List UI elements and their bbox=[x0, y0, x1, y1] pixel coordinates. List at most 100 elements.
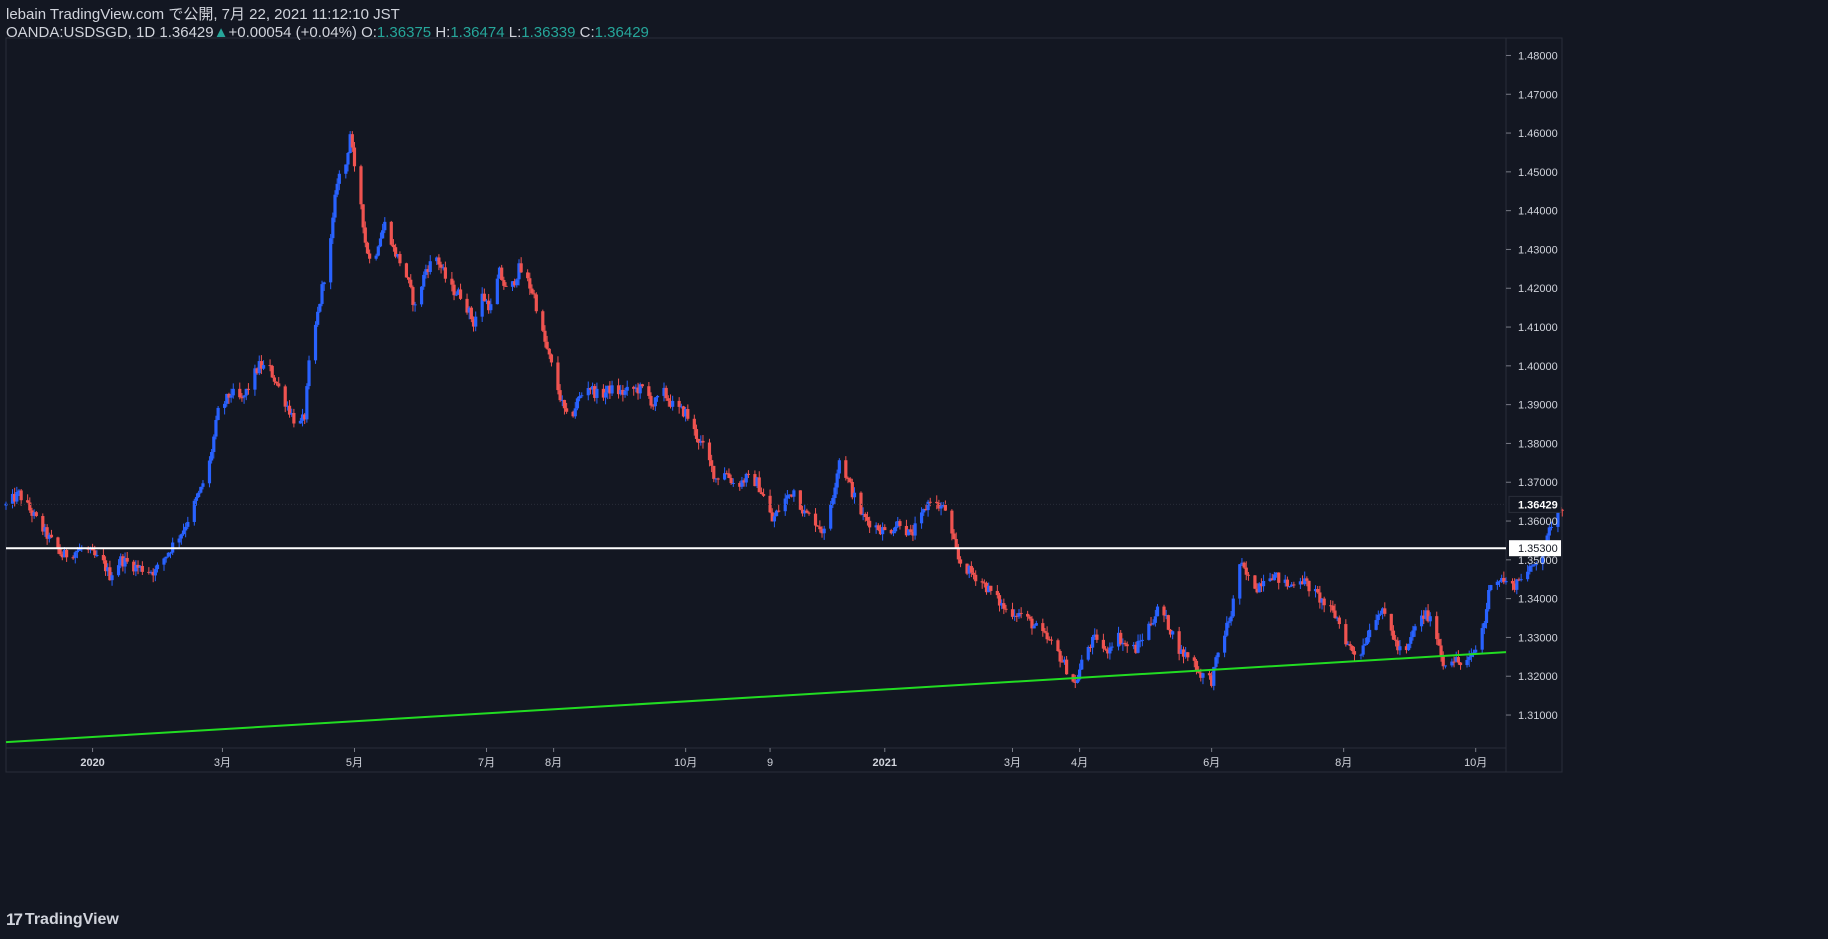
candle-body bbox=[41, 516, 45, 532]
candle-body bbox=[1441, 656, 1445, 667]
candle-body bbox=[454, 294, 458, 296]
candle-body bbox=[1002, 603, 1006, 609]
tradingview-branding[interactable]: 17 TradingView bbox=[6, 910, 119, 930]
symbol[interactable]: OANDA:USDSGD, 1D bbox=[6, 24, 156, 41]
candle-body bbox=[731, 483, 735, 485]
candle-body bbox=[229, 395, 233, 398]
candle-body bbox=[277, 383, 281, 387]
candle-body bbox=[664, 387, 668, 399]
time-axis[interactable]: 2020 3月 5月 7月 8月 10月 9 2021 3月 4月 6月 8月 10月 bbox=[80, 748, 1487, 769]
candle-body bbox=[1290, 584, 1294, 587]
candle-body bbox=[590, 386, 595, 390]
x-tick-label: 2020 bbox=[80, 757, 104, 769]
y-tick-label: 1.44000 bbox=[1518, 206, 1558, 218]
candle-body bbox=[504, 285, 508, 287]
candle-body bbox=[153, 569, 157, 576]
candle-body bbox=[1101, 639, 1106, 649]
candle-body bbox=[727, 473, 731, 478]
candle-body bbox=[1361, 645, 1365, 655]
y-tick-label: 1.42000 bbox=[1518, 283, 1558, 295]
candle-body bbox=[1108, 647, 1112, 654]
candle-body bbox=[1313, 588, 1318, 592]
candle-body bbox=[409, 279, 413, 288]
candle-body bbox=[1047, 639, 1051, 641]
y-tick-label: 1.32000 bbox=[1518, 671, 1558, 683]
candle-body bbox=[60, 554, 64, 558]
y-tick-label: 1.47000 bbox=[1518, 89, 1558, 101]
candle-body bbox=[608, 385, 612, 394]
candle-body bbox=[361, 204, 365, 228]
candle-body bbox=[1359, 654, 1363, 656]
candle-body bbox=[725, 473, 729, 475]
candle-body bbox=[1352, 651, 1357, 655]
candle-body bbox=[1026, 613, 1030, 617]
candle-body bbox=[300, 414, 305, 421]
candle-body bbox=[352, 147, 357, 167]
candle-body bbox=[787, 494, 792, 496]
candle-body bbox=[556, 362, 560, 391]
candle-body bbox=[1487, 590, 1491, 610]
candle-body bbox=[1238, 564, 1242, 599]
candle-body bbox=[1480, 628, 1484, 650]
candle-body bbox=[298, 420, 302, 424]
candle-body bbox=[240, 397, 244, 399]
low-label: L: bbox=[508, 24, 522, 41]
x-tick-label: 2021 bbox=[873, 757, 897, 769]
candle-body bbox=[1398, 646, 1402, 651]
candle-body bbox=[1454, 657, 1458, 662]
candle-body bbox=[1194, 660, 1199, 671]
y-tick-label: 1.48000 bbox=[1518, 50, 1558, 62]
candle-body bbox=[201, 483, 205, 487]
candle-body bbox=[335, 183, 339, 195]
candle-body bbox=[1394, 639, 1398, 641]
candle-body bbox=[424, 269, 428, 275]
candle-body bbox=[774, 510, 779, 517]
candle-body bbox=[333, 194, 337, 218]
candle-body bbox=[456, 289, 460, 295]
candle-body bbox=[1073, 681, 1077, 683]
candle-body bbox=[699, 440, 703, 443]
candle-body bbox=[807, 512, 811, 514]
chart-header: lebain TradingView.com で公開, 7月 22, 2021 … bbox=[6, 6, 649, 42]
candle-body bbox=[155, 564, 160, 570]
candle-body bbox=[1344, 624, 1348, 645]
candle-body bbox=[1458, 662, 1463, 666]
candle-body bbox=[365, 242, 370, 254]
candle-body bbox=[714, 478, 718, 480]
candle-body bbox=[1303, 578, 1307, 585]
y-tick-label: 1.40000 bbox=[1518, 361, 1558, 373]
candle-body bbox=[922, 508, 926, 513]
candle-body bbox=[391, 244, 396, 248]
candle-body bbox=[474, 316, 478, 327]
candle-body bbox=[45, 527, 49, 539]
candle-body bbox=[980, 581, 984, 583]
candle-body bbox=[1465, 659, 1469, 666]
candle-body bbox=[1443, 665, 1447, 667]
price-axis[interactable]: 1.48000 1.47000 1.46000 1.45000 1.44000 1.430… bbox=[1506, 50, 1558, 722]
candle-body bbox=[1389, 613, 1393, 631]
candle-body bbox=[1456, 657, 1460, 663]
candle-body bbox=[1095, 634, 1099, 640]
candle-body bbox=[467, 307, 471, 313]
candle-body bbox=[359, 166, 363, 205]
candle-body bbox=[820, 529, 824, 534]
candle-body bbox=[1121, 642, 1125, 645]
candle-body bbox=[1110, 646, 1114, 648]
candle-body bbox=[119, 556, 123, 566]
candle-body bbox=[207, 460, 212, 484]
candle-body bbox=[75, 550, 80, 553]
candle-body bbox=[270, 365, 274, 378]
candle-body bbox=[1437, 639, 1441, 646]
candle-body bbox=[1318, 592, 1322, 603]
candle-body bbox=[1547, 527, 1551, 536]
candle-body bbox=[746, 473, 751, 475]
candle-body bbox=[1151, 622, 1155, 625]
candle-body bbox=[805, 510, 809, 513]
candle-body bbox=[1049, 639, 1054, 641]
candle-body bbox=[1530, 565, 1534, 567]
candle-body bbox=[1223, 635, 1227, 653]
candle-body bbox=[800, 509, 805, 514]
candle-body bbox=[651, 405, 655, 407]
candle-body bbox=[768, 495, 772, 513]
